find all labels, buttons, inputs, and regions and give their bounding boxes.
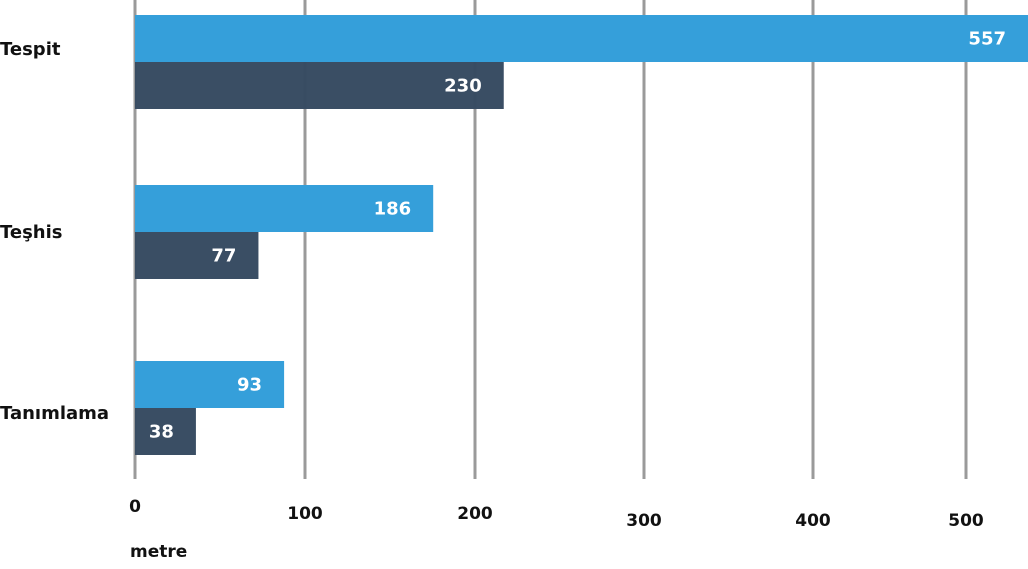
bar — [135, 361, 285, 408]
bar — [135, 15, 1028, 62]
bar-value-label: 186 — [374, 199, 412, 220]
bar-value-labels: 557 230 186 77 93 38 — [149, 29, 1006, 443]
x-tick-label: 0 — [129, 497, 141, 517]
bars — [135, 15, 1028, 455]
bar-value-label: 38 — [149, 422, 174, 443]
bar-value-label: 77 — [211, 246, 236, 267]
x-axis-title: metre — [130, 542, 187, 562]
bar — [135, 185, 434, 232]
bar-value-label: 93 — [237, 375, 262, 396]
bar-value-label: 557 — [968, 29, 1006, 50]
bar-value-label: 230 — [444, 76, 482, 97]
x-tick-label: 400 — [795, 511, 831, 531]
x-tick-label: 100 — [287, 504, 323, 524]
category-label: Tanımlama — [0, 403, 109, 424]
x-tick-label: 200 — [457, 504, 493, 524]
x-tick-label: 300 — [626, 511, 662, 531]
category-label: Tespit — [0, 39, 61, 60]
x-tick-label: 500 — [948, 511, 984, 531]
bar — [135, 62, 504, 109]
x-tick-labels: 0 100 200 300 400 500 — [129, 497, 984, 531]
category-label: Teşhis — [0, 222, 63, 243]
bar — [135, 232, 259, 279]
bar — [135, 408, 196, 455]
category-labels: Tespit Teşhis Tanımlama — [0, 39, 109, 424]
